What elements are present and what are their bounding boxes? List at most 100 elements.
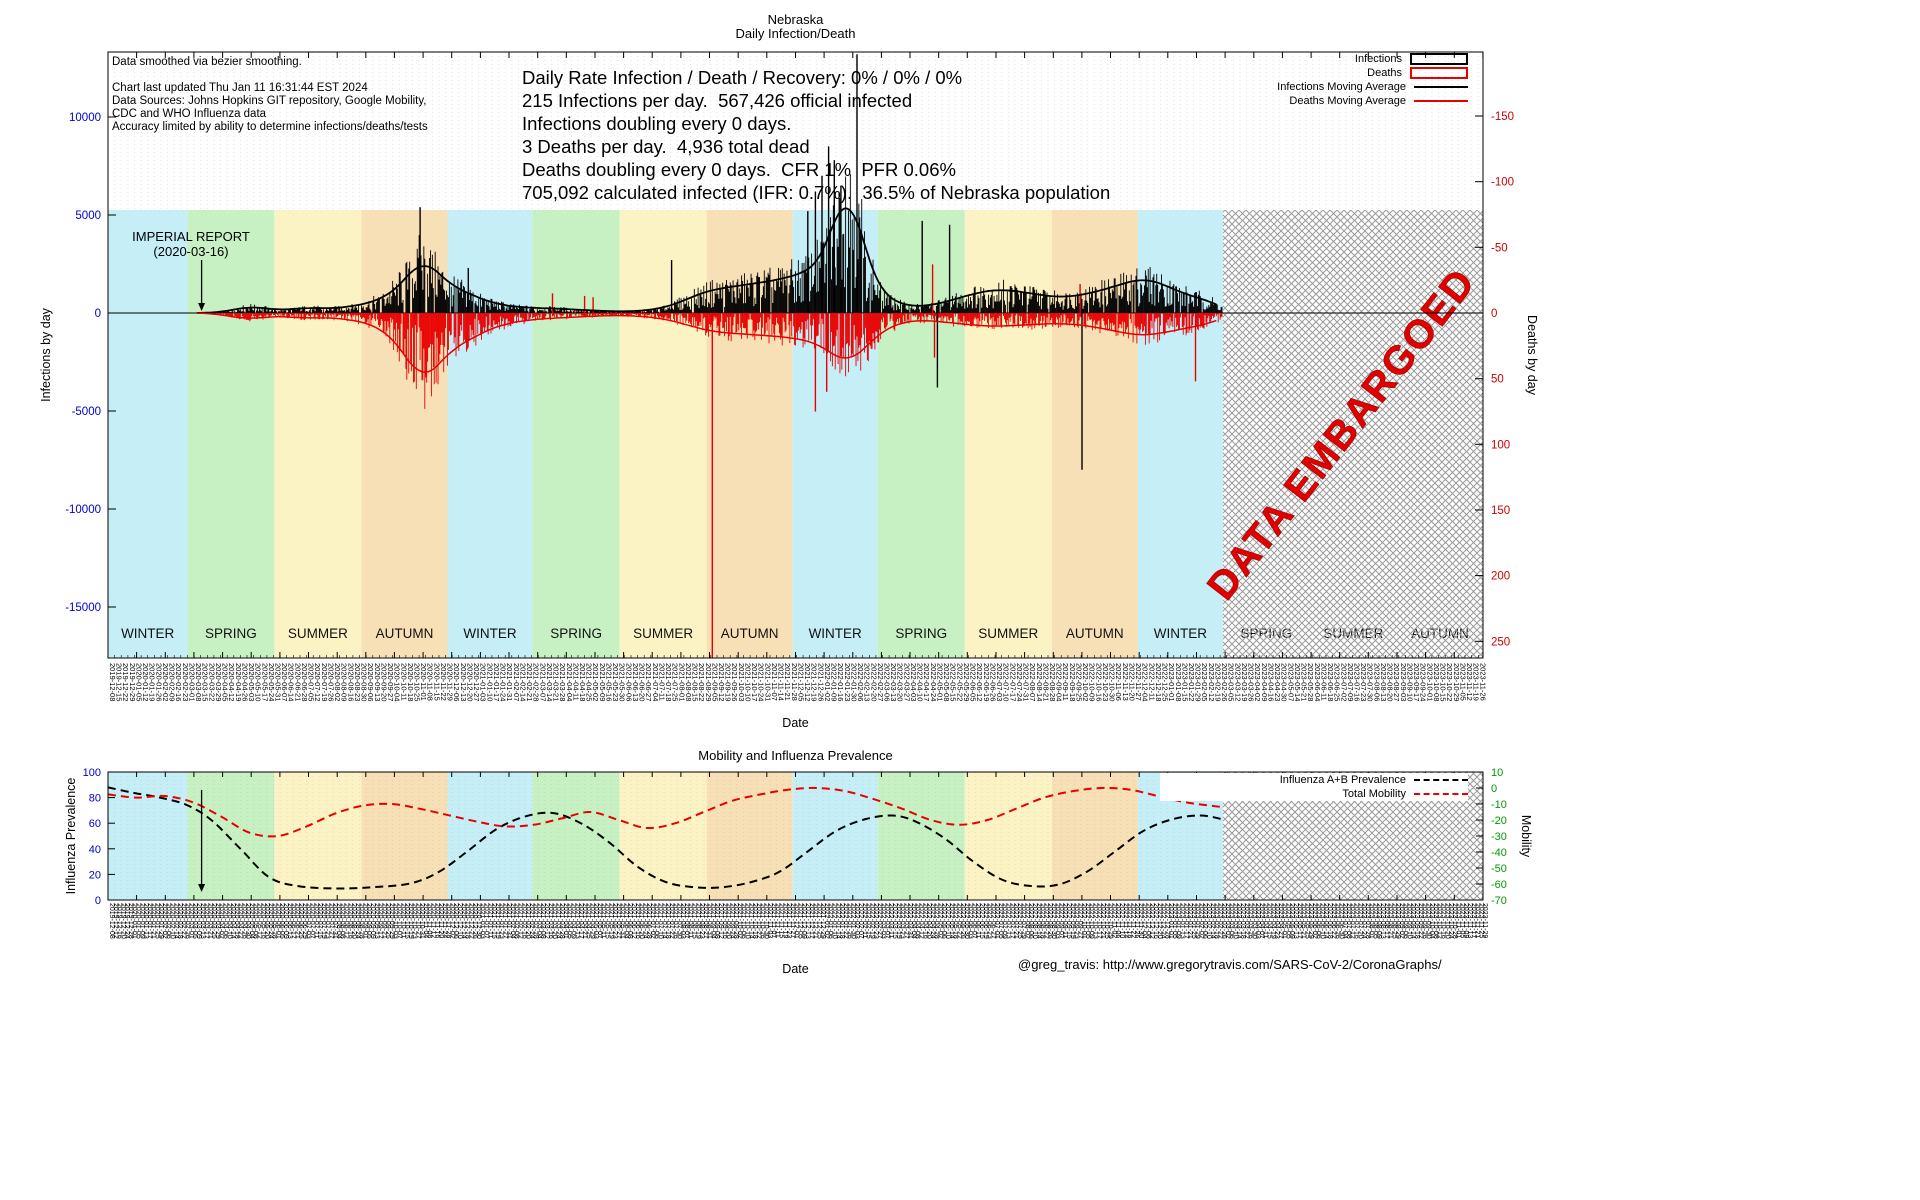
x-date-label: 2023-11-17 <box>1470 903 1477 938</box>
season-label: WINTER <box>809 626 862 641</box>
x-date-label: 2022-11-06 <box>1114 903 1121 938</box>
x-date-label: 2023-11-05 <box>1458 663 1467 701</box>
x-date-label: 2021-07-02 <box>649 903 656 939</box>
x-date-label: 2020-01-19 <box>148 663 157 701</box>
x-date-label: 2023-02-26 <box>1220 663 1229 701</box>
x-date-label: 2022-07-29 <box>1020 903 1027 939</box>
x-date-label: 2023-08-17 <box>1383 903 1390 939</box>
x-date-label: 2023-10-12 <box>1436 903 1443 939</box>
x-date-label: 2021-05-27 <box>615 903 622 939</box>
x-date-label: 2022-12-28 <box>1163 903 1170 939</box>
x-date-label: 2023-07-24 <box>1360 903 1367 939</box>
x-axis-caption-bottom: Date <box>782 962 809 976</box>
x-date-label: 2020-06-29 <box>301 903 308 939</box>
x-date-label: 2019-12-28 <box>127 903 134 939</box>
x-date-label: 2023-06-02 <box>1311 903 1318 939</box>
x-date-label: 2020-02-02 <box>161 903 168 939</box>
x-date-label: 2020-09-05 <box>365 903 372 939</box>
x-date-label: 2022-09-23 <box>1073 903 1080 939</box>
x-date-label: 2023-08-05 <box>1371 903 1378 939</box>
x-date-label: 2022-04-28 <box>933 903 940 939</box>
mobility-tick-label: 10 <box>1491 767 1503 779</box>
bottom-chart-legend: Influenza A+B Prevalence Total Mobility <box>1160 773 1468 801</box>
x-date-label: 2022-05-15 <box>949 663 958 701</box>
mobility-tick-label: -30 <box>1491 831 1507 843</box>
x-date-label: 2022-03-07 <box>883 903 890 939</box>
x-date-label: 2023-08-21 <box>1387 903 1394 939</box>
x-date-label: 2021-06-08 <box>626 903 633 939</box>
x-date-label: 2020-08-04 <box>335 903 342 939</box>
x-date-label: 2020-10-03 <box>392 903 399 939</box>
x-date-label: 2023-08-29 <box>1394 903 1401 939</box>
x-date-label: 2020-12-06 <box>452 663 461 701</box>
x-date-label: 2020-04-26 <box>240 663 249 701</box>
x-date-label: 2021-08-27 <box>702 903 709 939</box>
x-date-label: 2022-11-18 <box>1126 903 1133 938</box>
x-date-label: 2020-09-25 <box>384 903 391 939</box>
x-date-label: 2020-08-20 <box>350 903 357 939</box>
y-axis-label-mobility: Mobility <box>1519 814 1533 858</box>
x-date-label: 2023-03-05 <box>1227 663 1236 701</box>
x-date-label: 2020-07-07 <box>309 903 316 939</box>
x-date-label: 2023-09-06 <box>1402 903 1409 939</box>
x-date-label: 2021-05-03 <box>592 903 599 939</box>
x-date-label: 2022-04-03 <box>909 663 918 701</box>
x-date-label: 2021-07-22 <box>668 903 675 939</box>
mobility-tick-label: -50 <box>1491 863 1507 875</box>
x-date-label: 2020-01-13 <box>142 903 149 939</box>
x-date-label: 2022-07-05 <box>997 903 1004 939</box>
x-date-label: 2021-04-04 <box>565 663 574 701</box>
legend-label: Deaths <box>1367 67 1402 79</box>
x-date-label: 2021-08-15 <box>691 663 700 701</box>
embargo-hatch <box>1222 210 1483 658</box>
x-date-label: 2021-12-19 <box>810 663 819 701</box>
x-date-label: 2021-01-27 <box>501 903 508 939</box>
season-label: SUMMER <box>978 626 1038 641</box>
x-date-label: 2023-09-14 <box>1409 903 1416 939</box>
x-date-label: 2020-08-08 <box>339 903 346 939</box>
x-date-label: 2020-11-04 <box>422 903 429 938</box>
x-date-label: 2019-12-22 <box>121 663 130 701</box>
x-date-label: 2021-02-08 <box>513 903 520 939</box>
x-date-label: 2023-11-25 <box>1477 903 1484 938</box>
x-date-label: 2023-01-22 <box>1187 663 1196 701</box>
x-date-label: 2020-05-28 <box>271 903 278 939</box>
top-chart-plot: WINTER SPRING SUMMER AUTUMN WINTER SPRING SUMM… <box>65 51 1514 701</box>
x-date-label: 2021-02-28 <box>532 903 539 939</box>
x-date-label: 2021-04-01 <box>562 903 569 939</box>
y-right-tick-label: 200 <box>1491 571 1510 583</box>
x-date-label: 2022-10-30 <box>1108 663 1117 701</box>
x-date-label: 2021-10-18 <box>751 903 758 939</box>
x-date-label: 2021-06-28 <box>645 903 652 939</box>
x-date-label: 2020-05-24 <box>267 663 276 701</box>
x-date-label: 2021-10-17 <box>750 663 759 701</box>
x-date-label: 2021-03-28 <box>558 663 567 701</box>
x-date-label: 2023-04-15 <box>1266 903 1273 939</box>
x-date-label: 2021-10-14 <box>747 903 754 939</box>
x-date-label: 2022-11-22 <box>1129 903 1136 938</box>
x-date-label: 2022-06-11 <box>974 903 981 938</box>
x-date-label: 2021-12-01 <box>793 903 800 939</box>
legend-label: Infections Moving Average <box>1277 81 1406 93</box>
x-date-label: 2022-09-11 <box>1061 903 1068 938</box>
y-right-tick-label: -50 <box>1491 242 1508 254</box>
x-date-label: 2019-12-15 <box>115 663 124 701</box>
x-date-label: 2023-05-21 <box>1300 663 1309 701</box>
x-date-label: 2021-03-12 <box>543 903 550 939</box>
x-date-label: 2020-07-26 <box>326 663 335 701</box>
legend-item: Deaths Moving Average <box>1100 94 1468 108</box>
mobility-tick-label: -10 <box>1491 799 1507 811</box>
x-date-label: 2023-03-02 <box>1224 903 1231 939</box>
x-date-label: 2022-04-10 <box>916 663 925 701</box>
x-date-label: 2022-01-23 <box>843 663 852 701</box>
x-date-label: 2023-04-03 <box>1254 903 1261 939</box>
x-date-label: 2022-10-09 <box>1088 903 1095 939</box>
x-date-label: 2020-02-22 <box>180 903 187 939</box>
x-date-label: 2022-04-20 <box>925 903 932 939</box>
x-date-label: 2020-07-23 <box>324 903 331 939</box>
x-date-label: 2020-10-18 <box>406 663 415 701</box>
x-date-label: 2022-11-13 <box>1121 663 1130 701</box>
legend-key-box <box>1410 53 1468 65</box>
x-date-label: 2023-11-21 <box>1474 903 1481 938</box>
